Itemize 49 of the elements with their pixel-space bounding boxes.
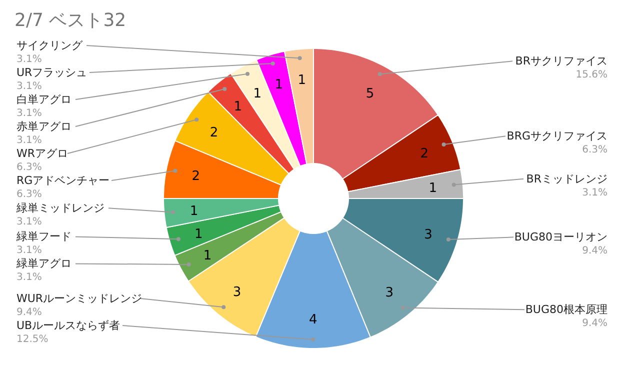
text: 2 — [192, 168, 200, 184]
data-label: 6.3% — [582, 144, 608, 156]
slice-label: 緑単フード — [16, 230, 72, 244]
data-label: 3.1% — [16, 81, 42, 92]
data-label: 3.1% — [16, 108, 42, 119]
text: 1 — [253, 86, 262, 102]
text: 3 — [232, 284, 242, 300]
data-label: 9.4% — [582, 318, 608, 330]
slice-label: BRGサクリファイス — [506, 130, 608, 143]
slice-label: BRミッドレンジ — [526, 172, 608, 186]
data-label: 12.5% — [16, 334, 48, 345]
text: 3 — [385, 285, 394, 300]
text: 1 — [190, 204, 198, 220]
data-label: 3.1% — [16, 245, 42, 256]
data-label: 3.1% — [16, 135, 42, 146]
text: 1 — [203, 248, 212, 264]
text: 2 — [420, 146, 429, 162]
slice-label: UBルールスならず者 — [16, 319, 120, 332]
data-label: 6.3% — [16, 189, 42, 200]
slice-label: BUG80根本原理 — [525, 303, 608, 316]
text: 1 — [194, 227, 203, 242]
text: 3 — [424, 227, 432, 242]
data-label: 3.1% — [16, 216, 42, 228]
chart-title: 2/7 ベスト32 — [14, 10, 126, 31]
slice-label: WRアグロ — [16, 147, 68, 160]
slice-label: 白単アグロ — [16, 93, 72, 106]
slice-label: 赤単アグロ — [16, 120, 72, 133]
slice-label: WURルーンミッドレンジ — [16, 292, 142, 305]
data-label: 3.1% — [16, 54, 42, 65]
text: 4 — [308, 312, 318, 328]
slice-label: RGアドベンチャー — [16, 174, 110, 187]
text: 5 — [366, 86, 374, 102]
slice-label: 緑単ミッドレンジ — [16, 202, 104, 215]
data-label: 3.1% — [16, 272, 42, 284]
data-label: 9.4% — [582, 246, 608, 257]
data-label: 6.3% — [16, 162, 42, 173]
slice-label: サイクリング — [16, 39, 84, 52]
slice-label: 緑単アグロ — [16, 257, 72, 270]
data-label: 9.4% — [16, 307, 42, 318]
slice-label: BRサクリファイス — [515, 54, 608, 68]
slice-label: URフラッシュ — [16, 66, 88, 79]
text: 1 — [428, 180, 438, 196]
text: 1 — [234, 99, 242, 114]
slice-label: BUG80ヨーリオン — [514, 230, 608, 244]
text: 1 — [298, 73, 306, 88]
text: 1 — [274, 78, 284, 93]
data-label: 3.1% — [582, 187, 608, 198]
data-label: 15.6% — [576, 70, 608, 81]
text: 2 — [210, 125, 218, 140]
